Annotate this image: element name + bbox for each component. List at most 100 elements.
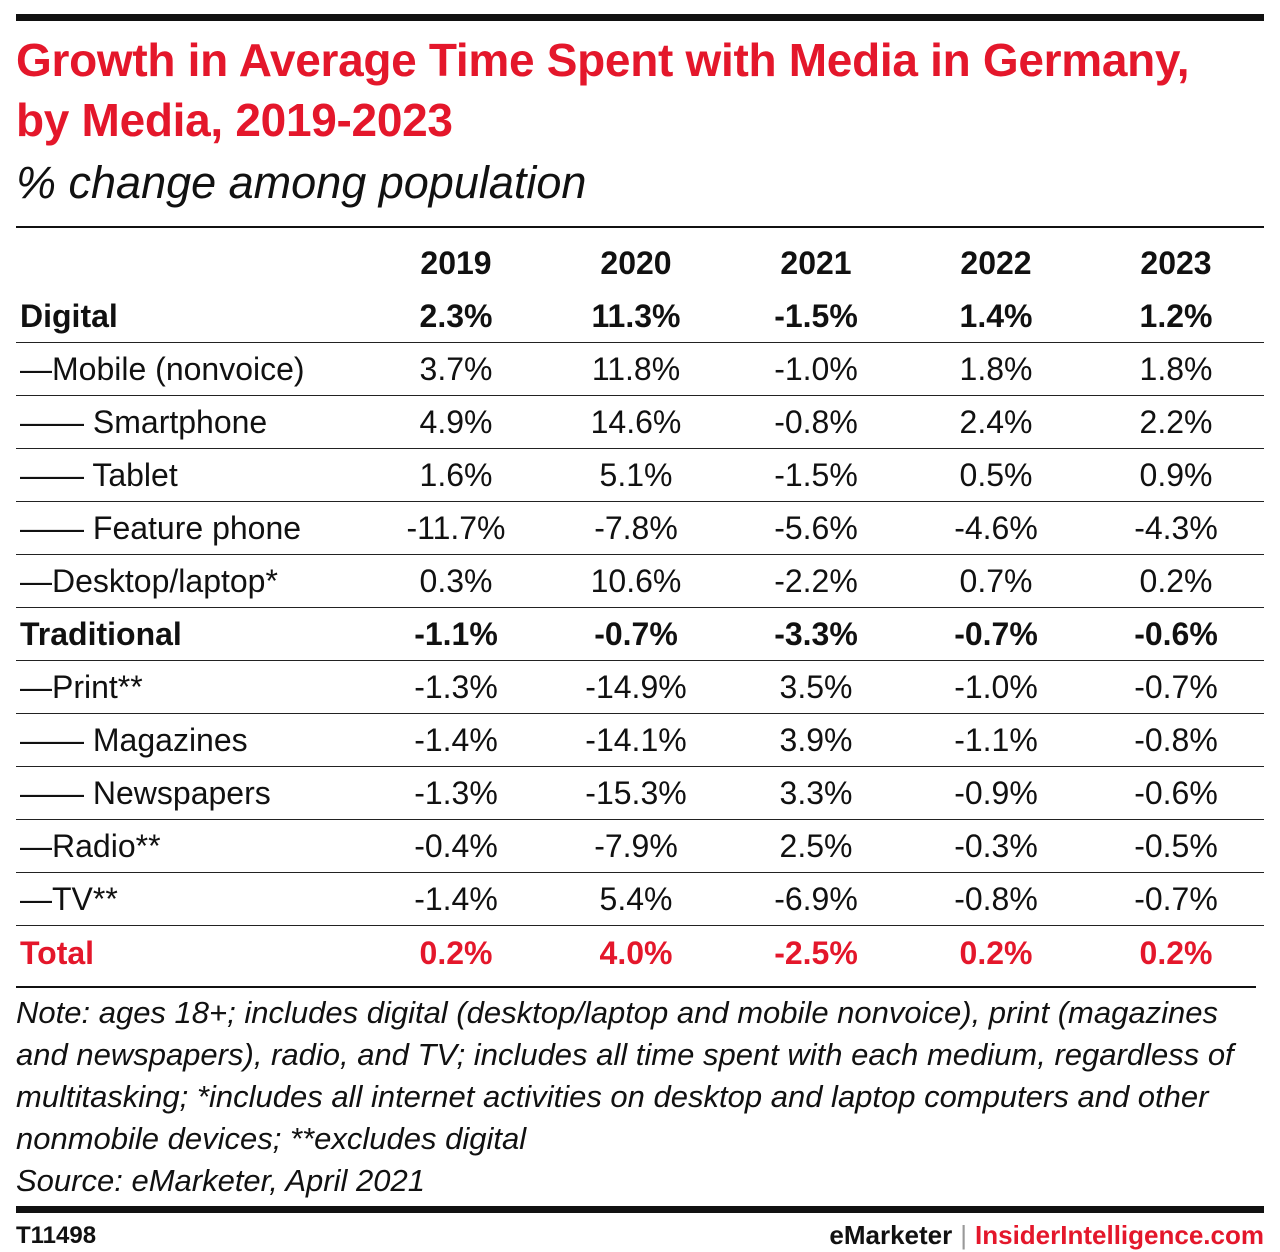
row-label: —— Feature phone	[20, 510, 302, 546]
table-cell: -0.7%	[594, 616, 678, 652]
table-cell: -1.0%	[954, 669, 1038, 705]
table-cell: -1.4%	[414, 881, 498, 917]
table-cell: 2.3%	[419, 298, 493, 334]
table-row: —— Tablet 1.6% 5.1% -1.5% 0.5% 0.9%	[16, 449, 1264, 502]
table-cell: 1.4%	[959, 298, 1033, 334]
table-cell: 0.3%	[419, 563, 493, 599]
table-cell: 1.8%	[959, 351, 1033, 387]
table-cell: -0.3%	[954, 828, 1038, 864]
table-cell: -1.4%	[414, 722, 498, 758]
table-cell: 0.2%	[419, 934, 493, 971]
brand-separator: |	[960, 1220, 968, 1250]
top-rule	[16, 14, 1264, 21]
table-cell: -2.5%	[774, 934, 858, 971]
table-row: Digital 2.3% 11.3% -1.5% 1.4% 1.2%	[16, 290, 1264, 343]
table-cell: -1.5%	[774, 457, 858, 493]
table-cell: -11.7%	[406, 510, 506, 546]
table-cell: -1.0%	[774, 351, 858, 387]
table-row: —— Feature phone -11.7% -7.8% -5.6% -4.6% -4.…	[16, 502, 1264, 555]
table-cell: 2.4%	[959, 404, 1033, 440]
table-cell: 14.6%	[590, 404, 682, 440]
table-cell: -14.1%	[585, 722, 687, 758]
chart-subtitle: % change among population	[16, 157, 587, 208]
table-cell: -0.7%	[1134, 669, 1218, 705]
table-cell: 3.7%	[419, 351, 493, 387]
table-cell: -3.3%	[774, 616, 858, 652]
table-cell: 3.9%	[779, 722, 853, 758]
column-header: 2022	[960, 245, 1032, 281]
table-cell: -14.9%	[585, 669, 687, 705]
table-row: —TV** -1.4% 5.4% -6.9% -0.8% -0.7%	[16, 873, 1264, 926]
table-cell: 1.2%	[1139, 298, 1213, 334]
table-row: —Mobile (nonvoice) 3.7% 11.8% -1.0% 1.8% 1.8%	[16, 343, 1264, 396]
table-cell: -0.7%	[954, 616, 1038, 652]
table-cell: -1.3%	[414, 669, 498, 705]
row-label: —Radio**	[20, 828, 161, 864]
table-cell: 0.9%	[1139, 457, 1213, 493]
table-cell: -7.8%	[594, 510, 678, 546]
table-cell: 0.5%	[959, 457, 1033, 493]
table-cell: -4.6%	[954, 510, 1038, 546]
table-cell: 10.6%	[590, 563, 682, 599]
table-cell: 2.5%	[779, 828, 853, 864]
table-cell: 5.1%	[599, 457, 673, 493]
table-cell: -0.9%	[954, 775, 1038, 811]
footnote: Note: ages 18+; includes digital (deskto…	[16, 986, 1256, 1202]
row-label: —— Tablet	[20, 457, 178, 493]
table-row: —Radio** -0.4% -7.9% 2.5% -0.3% -0.5%	[16, 820, 1264, 873]
row-label: —— Smartphone	[20, 404, 268, 440]
table-cell: 3.5%	[779, 669, 853, 705]
table-header-row: 2019 2020 2021 2022 2023	[16, 228, 1264, 290]
row-label: —Desktop/laptop*	[20, 563, 278, 599]
table-cell: 0.2%	[959, 934, 1033, 971]
table-top-rule	[16, 226, 1264, 228]
source-text: Source: eMarketer, April 2021	[16, 1163, 425, 1198]
column-header: 2021	[780, 245, 852, 281]
table-cell: -0.6%	[1134, 775, 1218, 811]
table-cell: 1.6%	[419, 457, 493, 493]
table-cell: -0.5%	[1134, 828, 1218, 864]
table-cell: -15.3%	[585, 775, 687, 811]
table-cell: 0.2%	[1139, 563, 1213, 599]
chart-id: T11498	[16, 1222, 97, 1249]
row-label: —Print**	[20, 669, 143, 705]
table-cell: -0.4%	[414, 828, 498, 864]
row-label: —Mobile (nonvoice)	[20, 351, 305, 387]
brand-footer: eMarketer | InsiderIntelligence.com	[829, 1220, 1264, 1251]
table-cell: 4.9%	[419, 404, 493, 440]
data-table: 2019 2020 2021 2022 2023 Digital 2.3% 11.3…	[16, 228, 1264, 979]
table-row: —Print** -1.3% -14.9% 3.5% -1.0% -0.7%	[16, 661, 1264, 714]
brand-secondary: InsiderIntelligence.com	[975, 1220, 1264, 1250]
table-body: Digital 2.3% 11.3% -1.5% 1.4% 1.2% —Mobile (no…	[16, 290, 1264, 979]
chart-title: Growth in Average Time Spent with Media …	[16, 34, 1190, 146]
table-cell: 0.2%	[1139, 934, 1213, 971]
note-text: Note: ages 18+; includes digital (deskto…	[16, 995, 1234, 1156]
bottom-rule	[16, 1206, 1264, 1213]
table-cell: -0.8%	[774, 404, 858, 440]
table-cell: -1.3%	[414, 775, 498, 811]
table-cell: -7.9%	[594, 828, 678, 864]
table-cell: -1.1%	[414, 616, 498, 652]
table-row: —Desktop/laptop* 0.3% 10.6% -2.2% 0.7% 0.2%	[16, 555, 1264, 608]
table-cell: -0.8%	[1134, 722, 1218, 758]
table-cell: -0.6%	[1134, 616, 1218, 652]
column-header: 2019	[420, 245, 492, 281]
column-header: 2023	[1140, 245, 1212, 281]
table-cell: -5.6%	[774, 510, 858, 546]
table-cell: 3.3%	[779, 775, 853, 811]
table-cell: 1.8%	[1139, 351, 1213, 387]
table-cell: 11.3%	[591, 298, 681, 334]
table-cell: -0.8%	[954, 881, 1038, 917]
table-cell: -1.5%	[774, 298, 858, 334]
table-cell: -1.1%	[954, 722, 1038, 758]
table-cell: -6.9%	[774, 881, 858, 917]
row-label: Traditional	[20, 616, 182, 652]
brand-name: eMarketer	[829, 1220, 953, 1250]
table-cell: -4.3%	[1134, 510, 1218, 546]
row-label: —— Magazines	[20, 722, 248, 758]
row-label: —— Newspapers	[20, 775, 271, 811]
table-cell: 2.2%	[1139, 404, 1213, 440]
table-cell: 11.8%	[591, 351, 681, 387]
column-header: 2020	[600, 245, 672, 281]
table-cell: -2.2%	[774, 563, 858, 599]
